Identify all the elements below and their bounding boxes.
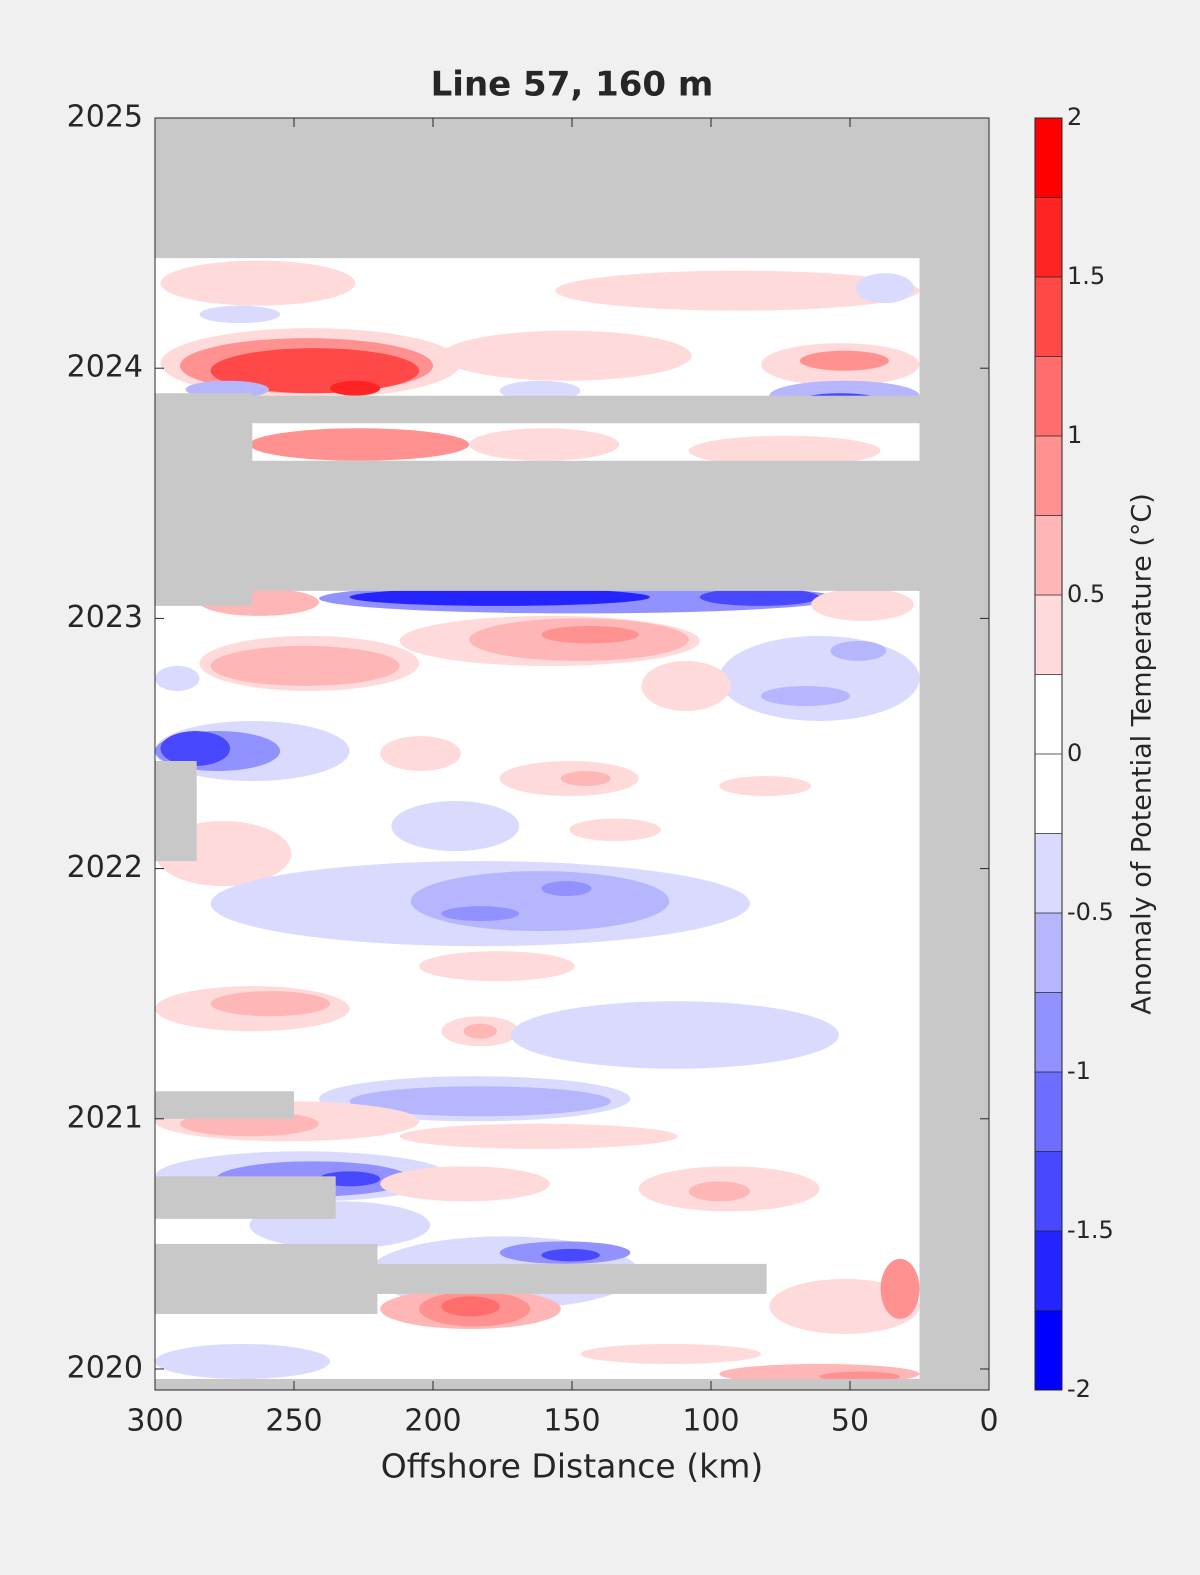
anomaly-contour	[555, 270, 920, 311]
no-data-region	[155, 761, 197, 862]
anomaly-contour	[399, 1123, 678, 1149]
anomaly-contour	[799, 350, 889, 371]
colorbar-cell	[1035, 595, 1062, 675]
x-tick-label: 0	[979, 1404, 998, 1439]
anomaly-contour	[541, 625, 639, 644]
no-data-region	[155, 1091, 294, 1119]
no-data-region	[155, 395, 920, 424]
colorbar-cell	[1035, 674, 1062, 754]
x-tick-label: 100	[682, 1404, 739, 1439]
anomaly-contour	[569, 818, 661, 842]
anomaly-contour	[560, 771, 611, 787]
anomaly-contour	[160, 730, 231, 767]
anomaly-contour	[155, 665, 200, 691]
anomaly-contour	[419, 951, 575, 982]
no-data-region	[155, 118, 989, 259]
anomaly-contour	[210, 991, 331, 1017]
anomaly-contour	[410, 871, 670, 932]
y-tick-label: 2023	[67, 600, 143, 635]
anomaly-contour	[510, 1001, 839, 1069]
y-tick-label: 2020	[67, 1350, 143, 1385]
anomaly-contour	[210, 645, 400, 686]
colorbar-cell	[1035, 197, 1062, 277]
colorbar-cell	[1035, 1231, 1062, 1311]
colorbar-tick-label: -1	[1067, 1057, 1091, 1085]
colorbar-cell	[1035, 913, 1062, 993]
colorbar-tick-label: 0.5	[1067, 580, 1105, 608]
colorbar-cell	[1035, 1151, 1062, 1231]
anomaly-contour	[580, 1343, 762, 1364]
colorbar-cell	[1035, 356, 1062, 436]
anomaly-contour	[380, 735, 461, 772]
anomaly-contour	[719, 635, 920, 721]
colorbar-cell	[1035, 277, 1062, 357]
x-tick-label: 250	[265, 1404, 322, 1439]
anomaly-contour	[330, 380, 381, 396]
colorbar-tick-label: 0	[1067, 739, 1082, 767]
colorbar-cell	[1035, 436, 1062, 516]
anomaly-contour	[441, 906, 520, 922]
no-data-region	[155, 1243, 378, 1314]
anomaly-contour	[541, 1248, 600, 1262]
colorbar-cell	[1035, 118, 1062, 198]
chart-title: Line 57, 160 m	[431, 65, 714, 105]
no-data-region	[155, 1176, 336, 1219]
colorbar-cell	[1035, 833, 1062, 913]
anomaly-contour	[541, 881, 592, 897]
colorbar-cell	[1035, 754, 1062, 834]
anomaly-contour	[469, 428, 620, 461]
y-tick-label: 2022	[67, 850, 143, 885]
anomaly-contour	[199, 305, 281, 324]
anomaly-contour	[249, 428, 470, 461]
anomaly-contour	[830, 640, 887, 661]
anomaly-contour	[391, 801, 520, 852]
x-tick-label: 50	[831, 1404, 869, 1439]
y-tick-label: 2021	[67, 1100, 143, 1135]
colorbar-tick-label: 2	[1067, 103, 1082, 131]
y-tick-label: 2025	[67, 100, 143, 135]
colorbar-tick-label: -2	[1067, 1375, 1091, 1403]
colorbar-tick-label: 1	[1067, 421, 1082, 449]
colorbar-tick-label: 1.5	[1067, 262, 1105, 290]
anomaly-contour	[441, 330, 692, 381]
anomaly-contour	[880, 1258, 920, 1319]
no-data-region	[919, 118, 989, 1390]
x-tick-label: 200	[404, 1404, 461, 1439]
anomaly-contour	[155, 1343, 331, 1379]
no-data-region	[377, 1263, 767, 1294]
anomaly-contour	[641, 660, 731, 711]
colorbar-tick-label: -1.5	[1067, 1216, 1114, 1244]
colorbar-label: Anomaly of Potential Temperature (°C)	[1127, 493, 1158, 1015]
anomaly-contour	[719, 776, 812, 797]
contour-field	[155, 118, 989, 1390]
no-data-region	[155, 393, 253, 606]
y-tick-label: 2024	[67, 350, 143, 385]
anomaly-contour	[688, 435, 881, 466]
anomaly-contour	[463, 1023, 497, 1039]
anomaly-contour	[811, 588, 914, 621]
anomaly-contour	[855, 273, 914, 304]
x-tick-label: 150	[543, 1404, 600, 1439]
colorbar-cell	[1035, 515, 1062, 595]
colorbar-cell	[1035, 1072, 1062, 1152]
anomaly-contour	[349, 588, 650, 606]
colorbar-tick-label: -0.5	[1067, 898, 1114, 926]
anomaly-contour	[761, 685, 851, 706]
x-tick-label: 300	[126, 1404, 183, 1439]
anomaly-contour	[688, 1181, 750, 1202]
anomaly-contour	[380, 1166, 550, 1202]
colorbar-cell	[1035, 992, 1062, 1072]
anomaly-contour	[699, 588, 820, 606]
colorbar-frame	[1034, 117, 1063, 1391]
anomaly-contour	[441, 1296, 500, 1317]
anomaly-contour	[349, 1086, 611, 1117]
x-axis-label: Offshore Distance (km)	[381, 1447, 763, 1486]
anomaly-contour	[160, 260, 356, 306]
no-data-region	[155, 460, 920, 591]
colorbar-cell	[1035, 1310, 1062, 1390]
